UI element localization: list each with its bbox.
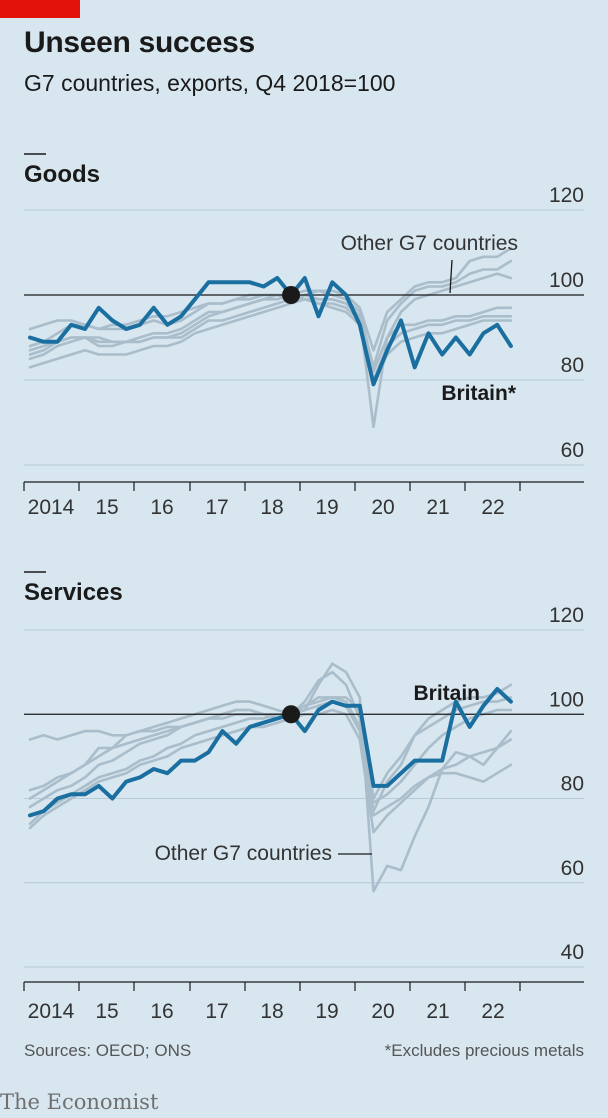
x-tick-label: 22: [481, 1000, 504, 1023]
base-period-dot: [282, 705, 301, 724]
panel-title: Goods: [24, 161, 100, 188]
publisher-brand: The Economist: [0, 1090, 159, 1114]
series-line-other-g7: [28, 293, 513, 382]
chart-title: Unseen success: [24, 26, 255, 59]
y-tick-label: 80: [561, 354, 584, 377]
x-tick-label: 18: [260, 1000, 283, 1023]
x-tick-label: 20: [371, 1000, 394, 1023]
chart-subtitle: G7 countries, exports, Q4 2018=100: [24, 70, 396, 96]
y-tick-label: 120: [549, 184, 584, 207]
x-tick-label: 2014: [28, 1000, 75, 1023]
y-tick-label: 60: [561, 857, 584, 880]
annotation-britain: Britain*: [441, 382, 517, 405]
sources-note: Sources: OECD; ONS: [24, 1041, 192, 1060]
x-tick-label: 22: [481, 496, 504, 519]
x-tick-label: 19: [315, 1000, 338, 1023]
charts-canvas: Goods 60 80 100 120 2014 15 16 17 18 19 20 21 22 Other…: [23, 153, 584, 1023]
series-line-other-g7: [28, 293, 513, 373]
x-tick-label: 17: [205, 496, 228, 519]
y-tick-label: 100: [549, 688, 584, 711]
x-tick-label: 21: [426, 1000, 449, 1023]
series-line-britain: [28, 276, 513, 387]
x-tick-label: 21: [426, 496, 449, 519]
x-tick-label: 19: [315, 496, 338, 519]
panel-title: Services: [24, 579, 123, 606]
x-tick-label: 20: [371, 496, 394, 519]
x-tick-label: 16: [150, 496, 173, 519]
base-period-dot: [282, 286, 301, 304]
x-tick-label: 18: [260, 496, 283, 519]
x-tick-label: 16: [150, 1000, 173, 1023]
x-tick-label: 15: [95, 496, 118, 519]
y-tick-label: 60: [561, 439, 584, 462]
series-line-other-g7: [28, 708, 513, 834]
y-tick-label: 40: [561, 941, 584, 964]
y-tick-label: 100: [549, 269, 584, 292]
x-tick-label: 17: [205, 1000, 228, 1023]
y-tick-label: 120: [549, 604, 584, 627]
brand-red-tag: [0, 0, 80, 18]
series-line-other-g7: [28, 670, 513, 813]
x-tick-label: 15: [95, 1000, 118, 1023]
panel-services: Services 40 60 80 100 120 2014 15 16 17 18 19 20 21 22…: [23, 571, 584, 1023]
y-tick-label: 80: [561, 773, 584, 796]
annotation-leader-line: [449, 259, 453, 294]
annotation-other-g7: Other G7 countries: [155, 842, 332, 865]
annotation-other-g7: Other G7 countries: [341, 232, 518, 255]
footnote: *Excludes precious metals: [384, 1041, 584, 1060]
x-tick-label: 2014: [28, 496, 75, 519]
panel-goods: Goods 60 80 100 120 2014 15 16 17 18 19 20 21 22 Other…: [23, 153, 584, 519]
series-line-britain: [28, 687, 513, 818]
annotation-britain: Britain: [413, 682, 480, 705]
